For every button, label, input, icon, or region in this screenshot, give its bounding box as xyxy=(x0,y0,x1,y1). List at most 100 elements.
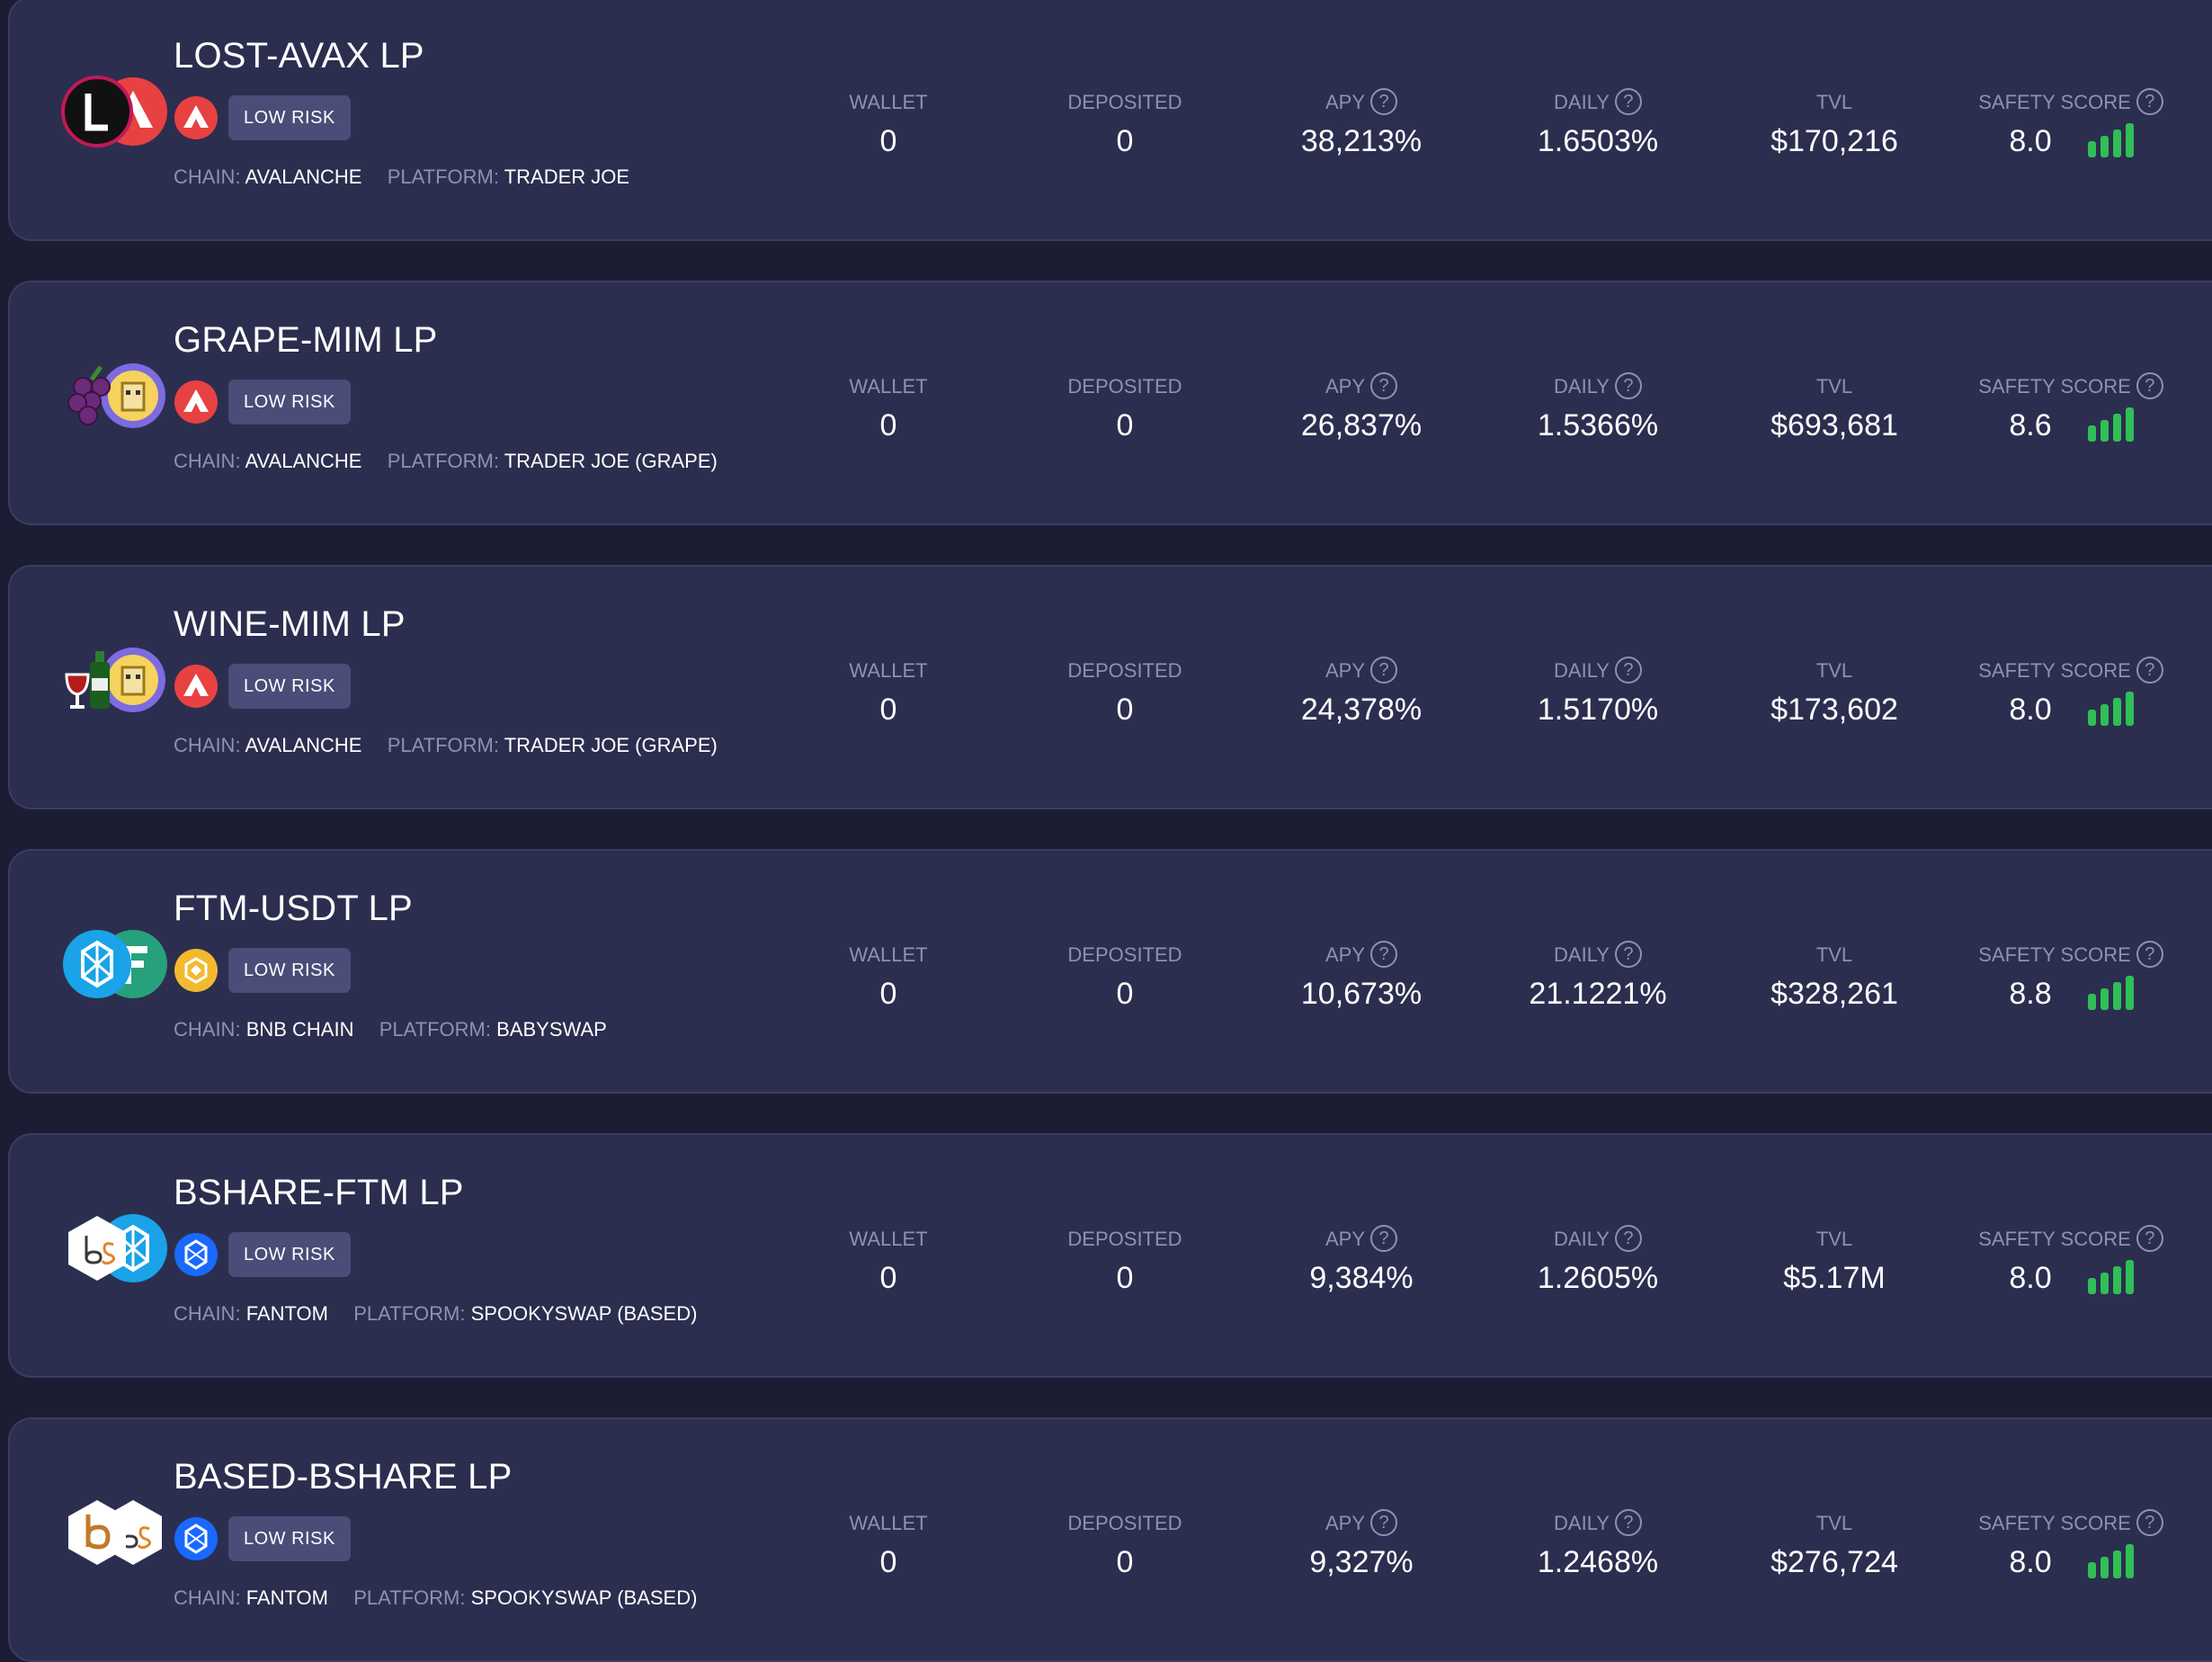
safety-score-value: 8.8 xyxy=(2009,977,2052,1011)
apy-help-icon[interactable]: ? xyxy=(1370,88,1398,116)
wallet-value: 0 xyxy=(879,408,897,442)
tvl-label: TVL xyxy=(1815,1512,1853,1534)
safety-score-label: SAFETY SCORE xyxy=(1978,943,2131,966)
daily-value: 1.2605% xyxy=(1537,1261,1659,1295)
safety-bars-icon xyxy=(2087,692,2134,727)
deposited-column: DEPOSITED 0 xyxy=(1008,653,1242,728)
daily-label: DAILY xyxy=(1554,375,1610,398)
chain-label: CHAIN: xyxy=(174,1586,241,1609)
deposited-column: DEPOSITED 0 xyxy=(1008,369,1242,443)
daily-help-icon[interactable]: ? xyxy=(1614,372,1642,400)
deposited-column: DEPOSITED 0 xyxy=(1008,937,1242,1012)
daily-column: DAILY? 1.5170% xyxy=(1481,653,1715,728)
platform-value: SPOOKYSWAP (BASED) xyxy=(470,1302,698,1325)
safety-score-help-icon[interactable]: ? xyxy=(2136,88,2163,116)
vault-title: GRAPE-MIM LP xyxy=(174,320,438,360)
lost-token-icon xyxy=(61,76,133,147)
apy-help-icon[interactable]: ? xyxy=(1370,1225,1398,1253)
platform-value: TRADER JOE (GRAPE) xyxy=(504,734,718,756)
vault-meta: CHAIN: BNB CHAIN PLATFORM: BABYSWAP xyxy=(174,1018,607,1041)
risk-badge: LOW RISK xyxy=(228,664,351,709)
apy-value: 9,384% xyxy=(1309,1261,1414,1295)
apy-label: APY xyxy=(1325,1228,1366,1250)
deposited-value: 0 xyxy=(1116,977,1134,1011)
daily-help-icon[interactable]: ? xyxy=(1614,1225,1642,1253)
token-pair-logos xyxy=(52,1212,169,1293)
grape-token-icon xyxy=(61,360,133,432)
safety-score-label: SAFETY SCORE xyxy=(1978,91,2131,113)
wallet-value: 0 xyxy=(879,692,897,727)
daily-value: 1.2468% xyxy=(1537,1545,1659,1579)
tvl-column: TVL $5.17M xyxy=(1717,1221,1951,1296)
vault-card[interactable]: BASED-BSHARE LP LOW RISK CHAIN: FANTOM P… xyxy=(8,1417,2212,1662)
apy-help-icon[interactable]: ? xyxy=(1370,1509,1398,1537)
ftm-token-icon xyxy=(61,928,133,1000)
wallet-label: WALLET xyxy=(849,943,928,966)
wallet-column: WALLET 0 xyxy=(772,653,1005,728)
wallet-label: WALLET xyxy=(849,375,928,398)
chain-value: FANTOM xyxy=(245,1586,328,1609)
apy-column: APY? 9,327% xyxy=(1244,1506,1478,1580)
tvl-label: TVL xyxy=(1815,659,1853,682)
chain-label: CHAIN: xyxy=(174,1018,241,1041)
apy-help-icon[interactable]: ? xyxy=(1370,657,1398,684)
daily-help-icon[interactable]: ? xyxy=(1614,657,1642,684)
chain-label: CHAIN: xyxy=(174,450,241,472)
fantom-chain-icon xyxy=(174,1516,219,1561)
chain-label: CHAIN: xyxy=(174,1302,241,1325)
daily-help-icon[interactable]: ? xyxy=(1614,941,1642,969)
platform-value: TRADER JOE (GRAPE) xyxy=(504,450,718,472)
safety-score-help-icon[interactable]: ? xyxy=(2136,941,2163,969)
apy-column: APY? 38,213% xyxy=(1244,85,1478,159)
safety-score-help-icon[interactable]: ? xyxy=(2136,372,2163,400)
apy-help-icon[interactable]: ? xyxy=(1370,941,1398,969)
token-pair-logos xyxy=(52,928,169,1009)
chain-label: CHAIN: xyxy=(174,165,241,188)
vault-card[interactable]: BSHARE-FTM LP LOW RISK CHAIN: FANTOM PLA… xyxy=(8,1133,2212,1378)
daily-label: DAILY xyxy=(1554,659,1610,682)
vault-title: BASED-BSHARE LP xyxy=(174,1457,513,1497)
safety-bars-icon xyxy=(2087,1544,2134,1579)
vault-card[interactable]: FTM-USDT LP LOW RISK CHAIN: BNB CHAIN PL… xyxy=(8,849,2212,1094)
deposited-value: 0 xyxy=(1116,692,1134,727)
daily-column: DAILY? 1.6503% xyxy=(1481,85,1715,159)
deposited-value: 0 xyxy=(1116,1545,1134,1579)
platform-label: PLATFORM: xyxy=(353,1302,466,1325)
risk-badge: LOW RISK xyxy=(228,1232,351,1277)
vault-card[interactable]: GRAPE-MIM LP LOW RISK CHAIN: AVALANCHE P… xyxy=(8,281,2212,525)
apy-column: APY? 10,673% xyxy=(1244,937,1478,1012)
apy-value: 24,378% xyxy=(1300,692,1423,727)
apy-help-icon[interactable]: ? xyxy=(1370,372,1398,400)
avalanche-chain-icon xyxy=(174,380,219,424)
daily-help-icon[interactable]: ? xyxy=(1614,88,1642,116)
safety-score-label: SAFETY SCORE xyxy=(1978,659,2131,682)
safety-score-help-icon[interactable]: ? xyxy=(2136,1509,2163,1537)
safety-score-help-icon[interactable]: ? xyxy=(2136,657,2163,684)
daily-column: DAILY? 1.2468% xyxy=(1481,1506,1715,1580)
tvl-value: $170,216 xyxy=(1770,124,1898,158)
safety-score-help-icon[interactable]: ? xyxy=(2136,1225,2163,1253)
chain-value: AVALANCHE xyxy=(245,734,362,756)
platform-label: PLATFORM: xyxy=(379,1018,491,1041)
wallet-label: WALLET xyxy=(849,1512,928,1534)
deposited-column: DEPOSITED 0 xyxy=(1008,1506,1242,1580)
vault-card[interactable]: WINE-MIM LP LOW RISK CHAIN: AVALANCHE PL… xyxy=(8,565,2212,809)
safety-score-label: SAFETY SCORE xyxy=(1978,375,2131,398)
wallet-column: WALLET 0 xyxy=(772,85,1005,159)
tvl-column: TVL $170,216 xyxy=(1717,85,1951,159)
daily-label: DAILY xyxy=(1554,91,1610,113)
apy-label: APY xyxy=(1325,91,1366,113)
wallet-value: 0 xyxy=(879,977,897,1011)
daily-label: DAILY xyxy=(1554,1228,1610,1250)
deposited-value: 0 xyxy=(1116,124,1134,158)
daily-label: DAILY xyxy=(1554,943,1610,966)
risk-badge: LOW RISK xyxy=(228,948,351,993)
avalanche-chain-icon xyxy=(174,664,219,709)
vault-card[interactable]: LOST-AVAX LP LOW RISK CHAIN: AVALANCHE P… xyxy=(8,0,2212,241)
platform-label: PLATFORM: xyxy=(387,450,499,472)
chain-value: FANTOM xyxy=(245,1302,328,1325)
chain-label: CHAIN: xyxy=(174,734,241,756)
daily-help-icon[interactable]: ? xyxy=(1614,1509,1642,1537)
apy-column: APY? 24,378% xyxy=(1244,653,1478,728)
